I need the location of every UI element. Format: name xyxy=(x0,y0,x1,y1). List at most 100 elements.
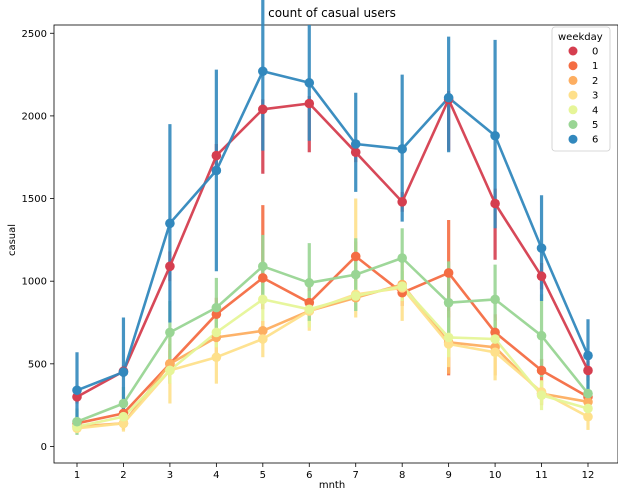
series-line-weekday-5 xyxy=(76,256,590,423)
data-point-weekday-0 xyxy=(350,147,361,158)
data-point-weekday-6 xyxy=(583,350,593,361)
data-point-weekday-6 xyxy=(165,218,175,229)
data-point-weekday-5 xyxy=(304,278,315,288)
data-point-weekday-5 xyxy=(350,269,361,280)
data-point-weekday-3 xyxy=(490,347,500,358)
chart-title: count of casual users xyxy=(268,6,396,20)
y-tick-label: 2500 xyxy=(22,29,47,40)
y-axis-label: casual xyxy=(7,224,18,256)
data-point-weekday-6 xyxy=(304,78,315,88)
y-tick-label: 1000 xyxy=(22,277,47,288)
data-point-weekday-5 xyxy=(490,294,500,305)
legend-label-weekday-2: 2 xyxy=(592,76,598,87)
data-point-weekday-6 xyxy=(490,130,500,141)
legend-marker-weekday-4 xyxy=(568,105,578,115)
legend-marker-weekday-3 xyxy=(568,90,578,100)
data-point-weekday-6 xyxy=(211,165,222,176)
y-tick-label: 500 xyxy=(28,359,47,370)
legend-label-weekday-0: 0 xyxy=(592,47,598,58)
data-point-weekday-5 xyxy=(165,327,175,338)
data-point-weekday-2 xyxy=(583,397,593,407)
x-tick-label: 7 xyxy=(353,470,359,481)
y-axis: 0 500 1000 1500 2000 2500 xyxy=(22,29,54,453)
x-tick-label: 3 xyxy=(167,470,173,481)
error-bars xyxy=(75,0,590,435)
data-point-weekday-6 xyxy=(72,385,82,396)
data-point-weekday-5 xyxy=(211,302,222,313)
x-tick-label: 6 xyxy=(306,470,312,481)
legend: weekday 0 1 2 3 4 5 6 xyxy=(551,26,611,152)
data-point-weekday-4 xyxy=(258,294,268,305)
x-tick-label: 1 xyxy=(74,470,80,481)
data-point-weekday-1 xyxy=(211,309,222,320)
x-tick-label: 10 xyxy=(489,470,502,481)
data-point-weekday-6 xyxy=(536,243,547,253)
x-axis-label: mnth xyxy=(319,480,345,491)
x-axis: 1 2 3 4 5 6 7 8 9 10 11 12 xyxy=(74,463,594,481)
data-point-weekday-5 xyxy=(118,398,129,409)
data-point-weekday-3 xyxy=(211,352,222,363)
data-point-weekday-1 xyxy=(258,273,268,283)
x-tick-label: 9 xyxy=(445,470,451,481)
series-line-weekday-4 xyxy=(76,284,589,428)
data-point-weekday-0 xyxy=(397,197,407,207)
data-point-weekday-6 xyxy=(443,92,454,103)
plot-frame xyxy=(53,24,618,464)
x-tick-label: 4 xyxy=(213,470,219,481)
data-point-weekday-3 xyxy=(258,334,268,344)
legend-label-weekday-5: 5 xyxy=(592,120,598,131)
data-point-weekday-4 xyxy=(490,334,500,344)
data-point-weekday-4 xyxy=(118,411,129,422)
series-line-weekday-6 xyxy=(76,70,590,392)
series-line-weekday-1 xyxy=(76,255,589,425)
x-tick-label: 11 xyxy=(535,470,548,481)
data-point-weekday-0 xyxy=(304,98,315,109)
data-point-weekday-5 xyxy=(258,261,268,272)
data-point-weekday-5 xyxy=(397,253,407,263)
data-point-weekday-0 xyxy=(490,198,500,209)
legend-marker-weekday-0 xyxy=(568,46,578,56)
data-point-weekday-1 xyxy=(443,268,454,278)
legend-label-weekday-6: 6 xyxy=(592,135,598,146)
legend-marker-weekday-6 xyxy=(568,134,578,144)
data-point-weekday-1 xyxy=(350,251,361,262)
data-point-weekday-4 xyxy=(165,365,175,376)
data-point-weekday-4 xyxy=(350,291,361,301)
data-point-weekday-6 xyxy=(118,367,129,377)
data-point-weekday-5 xyxy=(583,388,593,399)
data-point-weekday-6 xyxy=(350,139,361,149)
legend-marker-weekday-5 xyxy=(568,120,578,129)
data-point-weekday-4 xyxy=(583,403,593,414)
data-point-weekday-1 xyxy=(490,327,500,338)
data-point-weekday-4 xyxy=(211,327,222,338)
series-lines xyxy=(76,70,590,430)
y-tick-label: 0 xyxy=(41,442,47,453)
legend-title: weekday xyxy=(558,32,603,43)
legend-label-weekday-4: 4 xyxy=(592,105,598,116)
legend-label-weekday-1: 1 xyxy=(592,61,598,72)
data-point-weekday-2 xyxy=(165,359,175,369)
legend-marker-weekday-2 xyxy=(568,75,578,85)
data-point-weekday-0 xyxy=(258,104,268,115)
data-point-weekday-5 xyxy=(443,297,454,308)
data-point-weekday-6 xyxy=(397,144,407,154)
data-point-weekday-0 xyxy=(211,150,222,161)
data-point-weekday-3 xyxy=(443,339,454,349)
data-point-weekday-6 xyxy=(258,66,268,77)
data-point-weekday-0 xyxy=(583,365,593,376)
legend-label-weekday-3: 3 xyxy=(592,91,598,102)
data-point-weekday-4 xyxy=(397,281,407,291)
data-points xyxy=(72,66,593,434)
series-line-weekday-2 xyxy=(76,283,589,428)
data-point-weekday-5 xyxy=(536,330,547,341)
data-point-weekday-4 xyxy=(304,304,315,315)
data-point-weekday-5 xyxy=(72,416,82,427)
data-point-weekday-0 xyxy=(165,261,175,272)
x-tick-label: 5 xyxy=(260,470,266,481)
data-point-weekday-4 xyxy=(536,390,547,401)
data-point-weekday-2 xyxy=(258,325,268,336)
x-tick-label: 8 xyxy=(399,470,405,481)
data-point-weekday-3 xyxy=(583,411,593,422)
series-line-weekday-0 xyxy=(76,98,590,399)
